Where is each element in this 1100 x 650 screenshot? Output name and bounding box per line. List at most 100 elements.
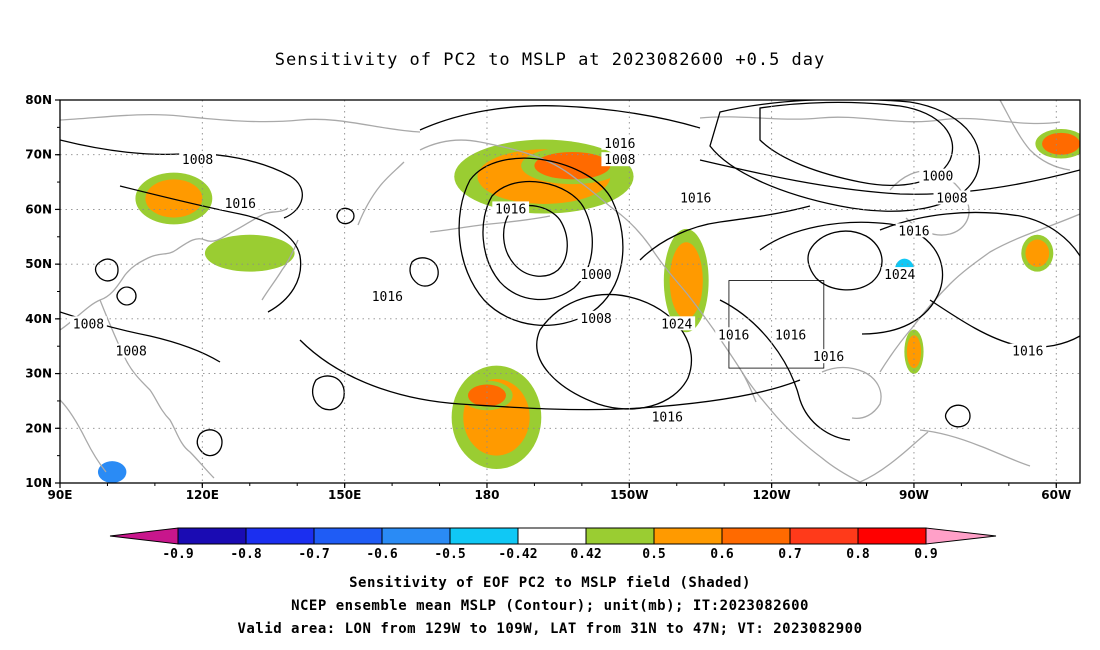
shaded-region <box>97 461 127 483</box>
contour-label: 1024 <box>661 317 692 332</box>
contour-asia-1016 <box>119 185 302 313</box>
contour-label-bg <box>577 267 615 282</box>
latitude-axis: 80N 70N 60N 50N 40N 30N 20N 10N <box>25 93 60 490</box>
contour-canada-1008 <box>699 159 1080 195</box>
contour-small-7 <box>944 404 971 428</box>
contour-label: 1000 <box>580 268 611 283</box>
contour-pacific-1016-south <box>299 339 801 411</box>
contour-label: 1024 <box>884 268 915 283</box>
colorbar-swatch <box>517 527 587 545</box>
contour-label: 1008 <box>116 345 147 360</box>
colorbar-label: -0.7 <box>298 547 329 562</box>
colorbar-swatch <box>721 527 791 545</box>
contour-label-bg <box>639 100 677 101</box>
contour-label-bg <box>368 288 406 303</box>
valid-area-box <box>728 280 825 369</box>
lon-tick-label: 150E <box>328 488 361 502</box>
colorbar-label: 0.9 <box>914 547 937 562</box>
coastline-greenland <box>999 100 1071 171</box>
coastline-alaska <box>419 139 651 247</box>
contour-label: 1016 <box>813 350 844 365</box>
colorbar-swatch <box>585 527 655 545</box>
contour-label: 1016 <box>1012 345 1043 360</box>
coastline-aleutians <box>429 215 551 233</box>
contour-label-bg <box>715 327 753 342</box>
caption-line-2: NCEP ensemble mean MSLP (Contour); unit(… <box>291 598 809 614</box>
coastline-kamchatka <box>357 161 405 226</box>
contour-arctic-1016 <box>419 105 701 131</box>
colorbar-label: -0.6 <box>366 547 397 562</box>
colorbar-swatch <box>789 527 859 545</box>
coastline-central-america <box>859 431 929 483</box>
shaded-region <box>145 179 203 218</box>
contour-label: 1000 <box>922 170 953 185</box>
colorbar-swatch <box>653 527 723 545</box>
colorbar-low-end <box>109 527 179 545</box>
lat-tick-label: 50N <box>25 257 52 271</box>
lat-tick-label: 10N <box>25 476 52 490</box>
lat-lon-grid <box>60 100 1080 483</box>
shaded-region <box>1042 132 1080 155</box>
coastline-siberia-arctic <box>60 114 421 133</box>
lon-tick-label: 180 <box>474 488 499 502</box>
lat-tick-label: 80N <box>25 93 52 107</box>
coastline-east-asia <box>60 207 289 331</box>
contour-label-bg <box>70 316 107 331</box>
coastline-caribbean <box>919 429 1031 467</box>
contour-label-bg <box>179 152 216 167</box>
colorbar-label: -0.42 <box>498 547 537 562</box>
contour-label-bg <box>492 201 530 216</box>
colorbar-swatch <box>449 527 519 545</box>
contour-label-bg <box>601 152 639 167</box>
chart-title: Sensitivity of PC2 to MSLP at 2023082600… <box>274 50 826 70</box>
colorbar-swatch <box>177 527 247 545</box>
lon-tick-label: 120W <box>752 488 790 502</box>
contour-north-pacific-high <box>536 293 693 410</box>
colorbar-label: -0.5 <box>434 547 465 562</box>
colorbar-label: 0.7 <box>778 547 801 562</box>
contour-small-3 <box>94 258 119 282</box>
contour-label-bg <box>772 327 810 342</box>
mslp-contours <box>60 100 1080 457</box>
contour-label: 1016 <box>718 328 749 343</box>
contour-label: 1016 <box>680 191 711 206</box>
colorbar: -0.9 -0.8 -0.7 -0.6 -0.5 -0.42 0.42 0.5 0.6 0.7 0.… <box>109 527 997 562</box>
colorbar-swatch <box>381 527 451 545</box>
colorbar-label: 0.5 <box>642 547 665 562</box>
contour-label-bg <box>221 195 259 210</box>
contour-label: 1016 <box>225 197 256 212</box>
contour-arctic-1000 <box>759 101 954 186</box>
contour-us-1016-outer <box>719 299 851 441</box>
contour-small-4 <box>116 286 137 306</box>
contour-label-bg <box>1009 343 1047 358</box>
contour-label: 1016 <box>495 202 526 217</box>
longitude-axis: 90E 120E 150E 180 150W 120W 90W 60W <box>48 483 1071 502</box>
contour-label: 1008 <box>73 317 104 332</box>
contour-small-2 <box>196 429 223 457</box>
contour-atlantic-1016 <box>879 211 1080 257</box>
colorbar-label: 0.8 <box>846 547 870 562</box>
shaded-region <box>216 239 283 267</box>
contour-label: 1016 <box>652 410 683 425</box>
contour-us-1024 <box>807 230 883 291</box>
coastline-east-north-america <box>879 213 1080 373</box>
contour-label-bg <box>881 267 919 282</box>
lat-tick-label: 40N <box>25 312 52 326</box>
contour-label: 1008 <box>580 312 611 327</box>
contour-label-bg <box>895 223 933 238</box>
contour-label-bg <box>810 349 847 364</box>
contour-small-1 <box>311 375 345 411</box>
caption-line-3: Valid area: LON from 129W to 109W, LAT f… <box>237 621 863 637</box>
contour-label-bg <box>933 190 971 205</box>
lat-tick-label: 30N <box>25 367 52 381</box>
contour-small-5 <box>409 257 439 287</box>
contour-label-bg <box>919 168 957 183</box>
contour-label: 1008 <box>936 191 967 206</box>
contour-label-bg <box>648 409 686 424</box>
shaded-region <box>468 384 506 407</box>
colorbar-swatch <box>857 527 927 545</box>
contour-arctic-1000-outer <box>709 100 981 212</box>
colorbar-label: 0.6 <box>710 547 734 562</box>
contour-label-bg <box>677 190 715 205</box>
